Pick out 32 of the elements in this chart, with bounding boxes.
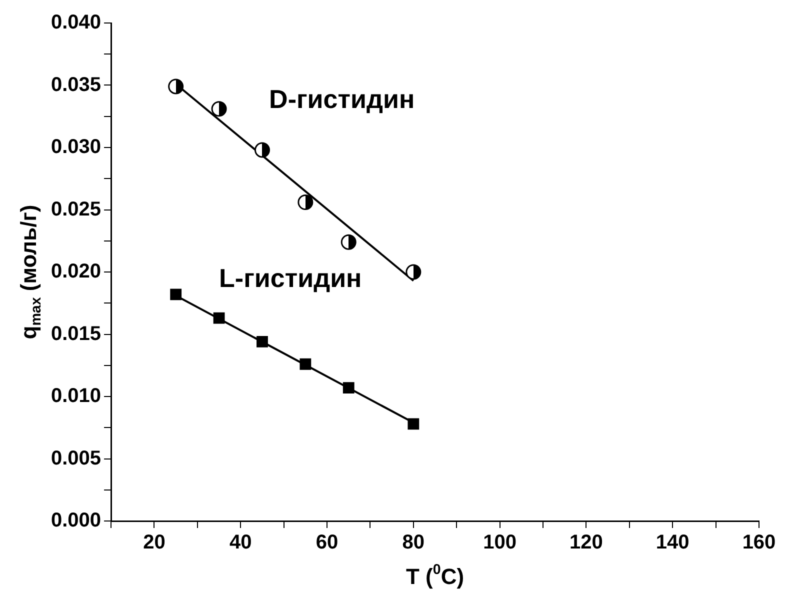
x-tick-label: 100: [483, 532, 517, 554]
x-tick-label: 140: [656, 532, 690, 554]
x-tick-label: 20: [143, 532, 166, 554]
y-tick-label: 0.000: [50, 510, 102, 532]
y-tick-label: 0.035: [50, 74, 102, 96]
point: [298, 194, 314, 210]
point: [213, 312, 225, 324]
y-axis-title: qmax (моль/г): [16, 204, 45, 340]
point: [256, 336, 268, 348]
point: [170, 288, 182, 300]
x-tick-label: 120: [570, 532, 603, 554]
y-tick-label: 0.040: [50, 12, 102, 34]
y-tick-label: 0.025: [50, 198, 102, 220]
y-tick-label: 0.015: [50, 322, 102, 345]
point: [408, 418, 420, 430]
y-tick-label: 0.005: [50, 447, 102, 470]
x-tick-label: 80: [402, 532, 425, 554]
x-tick-label: 60: [316, 532, 338, 554]
y-tick-label: 0.010: [50, 385, 102, 408]
y-tick-label: 0.030: [50, 136, 102, 158]
series-label: D-гистидин: [269, 84, 415, 114]
point: [340, 234, 356, 250]
point: [300, 358, 312, 370]
point: [342, 382, 354, 394]
point: [406, 264, 422, 280]
x-tick-label: 40: [230, 532, 252, 554]
point: [211, 101, 227, 117]
x-tick-label: 160: [742, 532, 776, 554]
y-tick-label: 0.020: [50, 260, 102, 283]
series-label: L-гистидин: [219, 263, 362, 294]
point: [168, 78, 184, 94]
point: [254, 142, 270, 158]
